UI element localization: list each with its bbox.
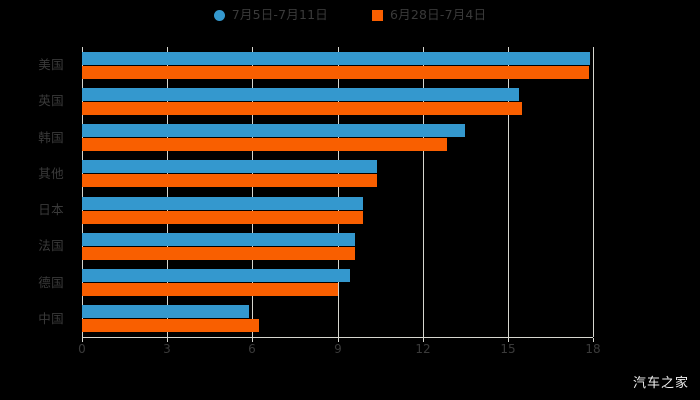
x-axis-tick-mark bbox=[167, 338, 168, 342]
bar[interactable] bbox=[82, 232, 355, 246]
x-axis-tick-label: 15 bbox=[500, 342, 516, 356]
legend-item-label: 6月28日-7月4日 bbox=[390, 7, 487, 22]
x-axis-tick-mark bbox=[252, 338, 253, 342]
bar-group bbox=[82, 87, 593, 115]
bar[interactable] bbox=[82, 319, 260, 333]
x-axis-ticks: 0 3 6 9 12 15 18 bbox=[78, 338, 601, 360]
bar-group bbox=[82, 196, 593, 224]
x-axis-tick-label: 9 bbox=[334, 342, 342, 356]
x-axis-line bbox=[82, 337, 593, 338]
x-axis-tick-mark bbox=[82, 338, 83, 342]
bar[interactable] bbox=[82, 174, 378, 188]
x-axis-tick-label: 0 bbox=[78, 342, 86, 356]
y-axis-label: 英国 bbox=[38, 93, 64, 109]
bar[interactable] bbox=[82, 124, 466, 138]
bar-group bbox=[82, 124, 593, 152]
x-axis-tick-mark bbox=[423, 338, 424, 342]
bar[interactable] bbox=[82, 246, 355, 260]
bar[interactable] bbox=[82, 283, 338, 297]
x-axis-tick-mark bbox=[508, 338, 509, 342]
x-axis-tick-mark bbox=[593, 338, 594, 342]
legend-item[interactable]: 7月5日-7月11日 bbox=[213, 7, 328, 22]
bar[interactable] bbox=[82, 138, 447, 152]
bar-group bbox=[82, 232, 593, 260]
y-axis-category-labels: 美国英国韩国其他日本法国德国中国 bbox=[0, 47, 74, 337]
y-axis-label: 其他 bbox=[38, 165, 64, 181]
bar[interactable] bbox=[82, 269, 351, 283]
y-axis-label: 韩国 bbox=[38, 129, 64, 145]
legend-dot-icon bbox=[213, 9, 225, 21]
bar-group bbox=[82, 269, 593, 297]
bar[interactable] bbox=[82, 305, 250, 319]
legend-item-label: 7月5日-7月11日 bbox=[231, 7, 328, 22]
bar[interactable] bbox=[82, 160, 378, 174]
y-axis-label: 法国 bbox=[38, 238, 64, 254]
chart-legend: 7月5日-7月11日 6月28日-7月4日 bbox=[0, 7, 700, 22]
y-axis-label: 日本 bbox=[38, 202, 64, 218]
gridline bbox=[593, 47, 594, 337]
bar[interactable] bbox=[82, 101, 523, 115]
bar[interactable] bbox=[82, 210, 364, 224]
watermark: 汽车之家 bbox=[632, 376, 689, 391]
x-axis-tick-mark bbox=[338, 338, 339, 342]
bar[interactable] bbox=[82, 51, 591, 65]
y-axis-label: 中国 bbox=[38, 310, 64, 326]
bar-group bbox=[82, 51, 593, 79]
bar-series-container bbox=[82, 47, 593, 337]
bar-group bbox=[82, 160, 593, 188]
y-axis-label: 德国 bbox=[38, 274, 64, 290]
bar[interactable] bbox=[82, 87, 520, 101]
bar[interactable] bbox=[82, 65, 589, 79]
legend-square-icon bbox=[372, 9, 383, 21]
x-axis-tick-label: 12 bbox=[415, 342, 431, 356]
x-axis-tick-label: 3 bbox=[163, 342, 171, 356]
plot-area bbox=[82, 47, 594, 337]
bar-group bbox=[82, 305, 593, 333]
x-axis-tick-label: 6 bbox=[248, 342, 256, 356]
bar[interactable] bbox=[82, 196, 364, 210]
y-axis-label: 美国 bbox=[38, 57, 64, 73]
x-axis-tick-label: 18 bbox=[585, 342, 601, 356]
legend-item[interactable]: 6月28日-7月4日 bbox=[372, 7, 487, 22]
